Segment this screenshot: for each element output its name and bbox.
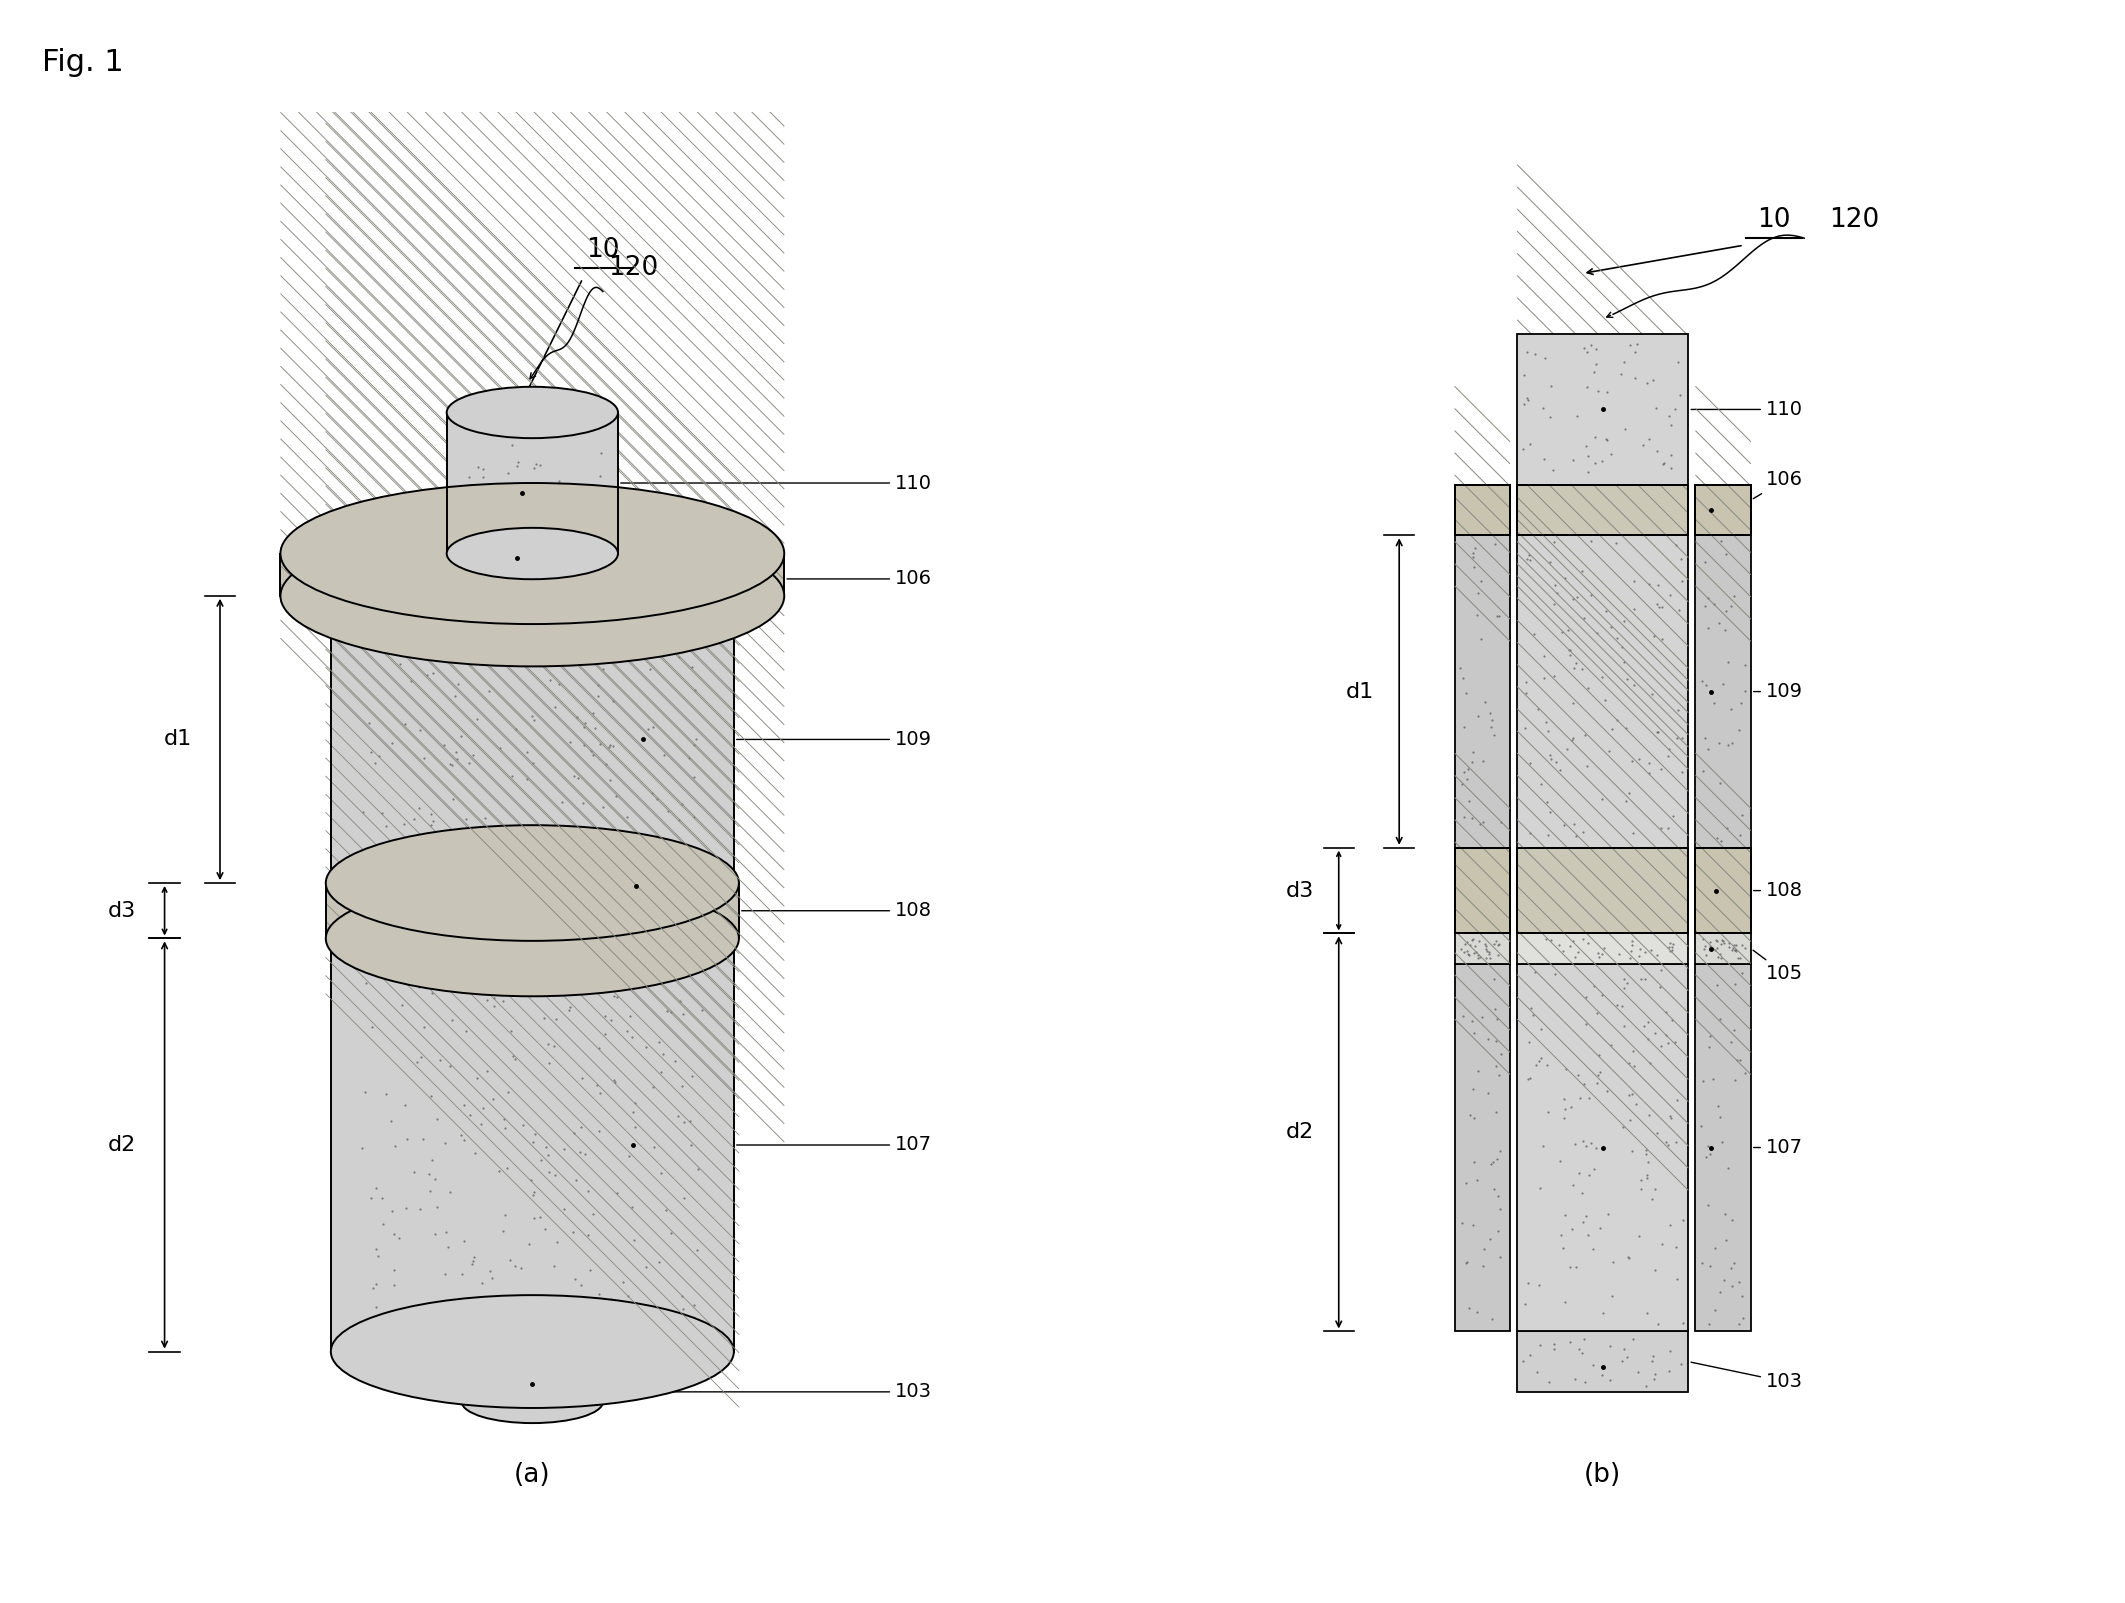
Bar bbox=[1696, 933, 1751, 963]
Bar bbox=[1456, 848, 1511, 933]
Bar bbox=[1517, 1332, 1689, 1391]
Ellipse shape bbox=[280, 483, 784, 624]
Bar bbox=[1696, 486, 1751, 535]
Bar bbox=[1456, 486, 1511, 535]
Text: 10: 10 bbox=[586, 237, 620, 263]
Bar bbox=[1517, 486, 1689, 535]
Bar bbox=[1517, 848, 1689, 933]
Text: 109: 109 bbox=[1753, 683, 1802, 701]
Text: 106: 106 bbox=[786, 569, 933, 588]
Text: 105: 105 bbox=[1753, 951, 1804, 983]
Text: Fig. 1: Fig. 1 bbox=[42, 48, 123, 77]
Bar bbox=[1517, 535, 1689, 848]
Bar bbox=[1696, 963, 1751, 1332]
Bar bbox=[1517, 933, 1689, 963]
Text: d3: d3 bbox=[1286, 880, 1313, 901]
Bar bbox=[1456, 933, 1511, 963]
Bar bbox=[1517, 486, 1689, 535]
Text: (b): (b) bbox=[1583, 1462, 1621, 1488]
Text: d2: d2 bbox=[108, 1135, 136, 1156]
Text: d1: d1 bbox=[164, 729, 191, 750]
Bar bbox=[1456, 486, 1511, 535]
Text: 10: 10 bbox=[1757, 207, 1791, 232]
Bar bbox=[446, 412, 618, 553]
Ellipse shape bbox=[446, 527, 618, 579]
Bar bbox=[1517, 848, 1689, 933]
Bar bbox=[1696, 848, 1751, 933]
Text: d3: d3 bbox=[108, 901, 136, 920]
Text: 103: 103 bbox=[1692, 1363, 1802, 1391]
Bar bbox=[1456, 963, 1511, 1332]
Text: 107: 107 bbox=[737, 1135, 933, 1154]
Text: 103: 103 bbox=[570, 1382, 933, 1401]
Ellipse shape bbox=[461, 1380, 604, 1423]
Bar bbox=[1517, 333, 1689, 486]
Text: 110: 110 bbox=[620, 473, 933, 492]
Ellipse shape bbox=[332, 882, 733, 995]
Bar bbox=[1456, 848, 1511, 933]
Bar bbox=[332, 596, 733, 883]
Ellipse shape bbox=[280, 526, 784, 667]
Ellipse shape bbox=[332, 1295, 733, 1407]
Ellipse shape bbox=[461, 1330, 604, 1372]
Bar bbox=[325, 883, 740, 938]
Ellipse shape bbox=[332, 827, 733, 939]
Text: 106: 106 bbox=[1753, 471, 1802, 499]
Text: (a): (a) bbox=[514, 1462, 550, 1488]
Bar bbox=[280, 553, 784, 596]
Bar bbox=[1696, 535, 1751, 848]
Bar bbox=[461, 1351, 604, 1403]
Text: 109: 109 bbox=[737, 729, 933, 749]
Ellipse shape bbox=[446, 386, 618, 438]
Text: 120: 120 bbox=[1830, 207, 1881, 232]
Bar bbox=[1696, 848, 1751, 933]
Bar bbox=[1696, 486, 1751, 535]
Bar bbox=[332, 938, 733, 1351]
Bar bbox=[1517, 963, 1689, 1332]
Text: 108: 108 bbox=[1753, 882, 1802, 899]
Ellipse shape bbox=[325, 880, 740, 997]
Text: 110: 110 bbox=[1692, 401, 1802, 418]
Text: 107: 107 bbox=[1753, 1138, 1802, 1157]
Text: d1: d1 bbox=[1345, 681, 1375, 702]
Text: 120: 120 bbox=[608, 255, 659, 282]
Ellipse shape bbox=[332, 540, 733, 652]
Text: 108: 108 bbox=[742, 901, 933, 920]
Ellipse shape bbox=[325, 826, 740, 941]
Text: d2: d2 bbox=[1286, 1122, 1313, 1143]
Bar bbox=[1456, 535, 1511, 848]
